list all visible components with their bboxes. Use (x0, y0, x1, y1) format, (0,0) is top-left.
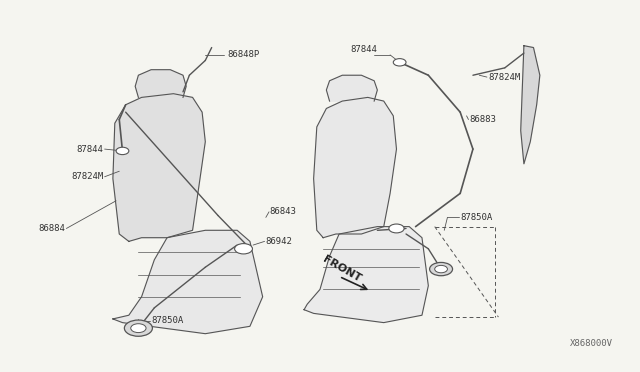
Polygon shape (113, 94, 205, 241)
Text: 86848P: 86848P (228, 51, 260, 60)
Text: 86843: 86843 (269, 207, 296, 217)
Polygon shape (326, 75, 378, 101)
Text: 87824M: 87824M (489, 73, 521, 81)
Circle shape (131, 324, 146, 333)
Text: 87850A: 87850A (460, 213, 492, 222)
Text: 87844: 87844 (351, 45, 378, 54)
Circle shape (235, 244, 252, 254)
Polygon shape (113, 230, 262, 334)
Text: 86883: 86883 (470, 115, 497, 124)
Text: 87850A: 87850A (151, 316, 184, 325)
Polygon shape (314, 97, 396, 238)
Polygon shape (521, 46, 540, 164)
Polygon shape (304, 227, 428, 323)
Polygon shape (135, 70, 186, 97)
Text: X868000V: X868000V (570, 340, 613, 349)
Circle shape (429, 262, 452, 276)
Text: FRONT: FRONT (321, 254, 363, 284)
Circle shape (124, 320, 152, 336)
Text: 86942: 86942 (266, 237, 292, 246)
Circle shape (389, 224, 404, 233)
Circle shape (435, 265, 447, 273)
Circle shape (394, 59, 406, 66)
Circle shape (116, 147, 129, 155)
Text: 86884: 86884 (38, 224, 65, 233)
Text: 87844: 87844 (76, 145, 103, 154)
Text: 87824M: 87824M (71, 172, 103, 181)
